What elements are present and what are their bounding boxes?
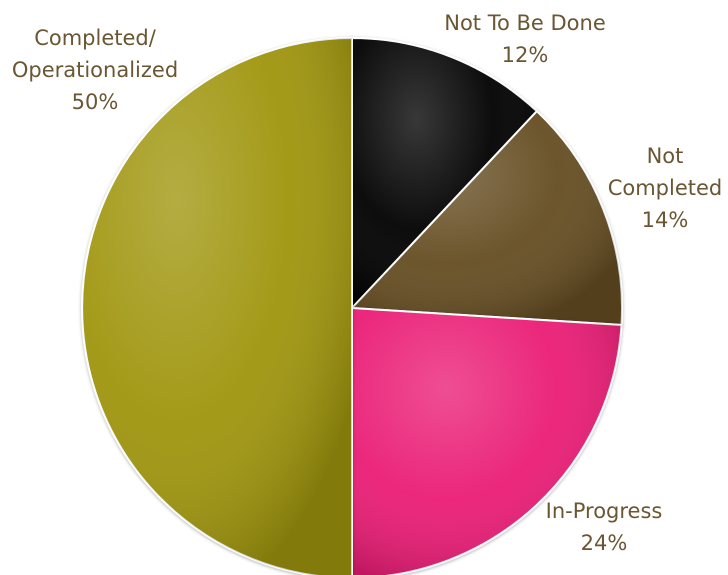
pie-slice-gloss (352, 38, 537, 308)
pie-slice-gloss (82, 38, 352, 575)
slice-value-label: 14% (642, 208, 689, 232)
slice-value-label: 24% (581, 531, 628, 555)
slice-value-label: 50% (72, 90, 119, 114)
slice-label: Completed/ (34, 26, 157, 50)
slice-label: Operationalized (12, 58, 178, 82)
pie-slice-gloss (352, 111, 623, 325)
slice-label: In-Progress (546, 499, 663, 523)
slice-label: Not To Be Done (444, 11, 606, 35)
pie-slices (81, 36, 623, 575)
slice-label: Not (647, 144, 684, 168)
pie-slice-gloss (352, 308, 622, 575)
slice-value-label: 12% (502, 43, 549, 67)
slice-label: Completed (608, 176, 723, 200)
pie-labels: Not To Be Done 12% Not Completed 14% In-Progr… (12, 11, 722, 555)
